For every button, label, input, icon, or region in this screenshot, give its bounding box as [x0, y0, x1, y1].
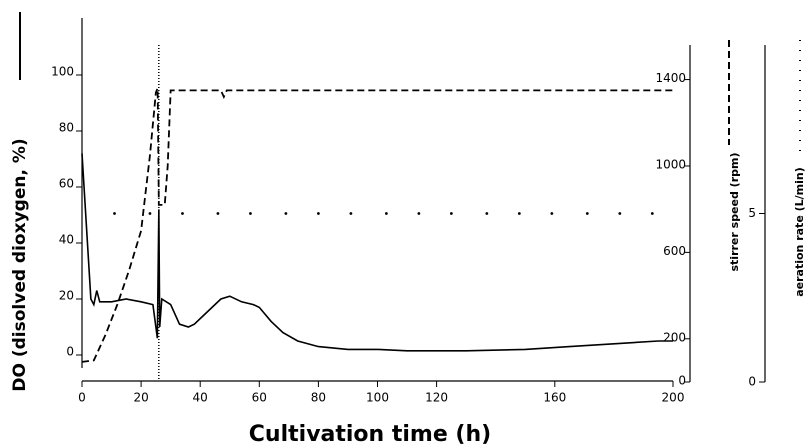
x-tick-label: 20	[133, 391, 148, 405]
x-tick-label: 80	[311, 391, 326, 405]
point	[249, 212, 252, 215]
point	[181, 212, 184, 215]
point	[148, 212, 152, 215]
point	[417, 212, 421, 215]
y-tick-label: 60	[59, 177, 74, 191]
x-tick-label: 100	[366, 391, 389, 405]
y-axis-title: DO (disolved dioxygen, %)	[10, 138, 30, 391]
y-tick-label: 40	[59, 233, 74, 247]
point	[517, 212, 521, 215]
point	[618, 212, 622, 215]
x-tick-label: 0	[78, 391, 86, 405]
y2-tick-label: 0	[678, 374, 686, 388]
y2-tick-label: 1000	[655, 157, 686, 171]
point	[317, 212, 320, 215]
y2-tick-label: 200	[663, 330, 686, 344]
y-tick-label: 20	[59, 289, 74, 303]
point	[449, 212, 453, 215]
point	[585, 212, 589, 215]
y3-axis-title: aeration rate (L/min)	[793, 167, 806, 297]
point	[349, 212, 353, 215]
y-tick-label: 0	[66, 345, 74, 359]
y3-tick-label: 0	[748, 375, 756, 389]
x-tick-label: 200	[662, 391, 685, 405]
y2-axis-title: stirrer speed (rpm)	[728, 152, 741, 271]
y3-tick-label: 5	[748, 206, 756, 220]
x-tick-label: 160	[543, 391, 566, 405]
point	[384, 212, 388, 215]
series-line	[81, 153, 673, 352]
point	[216, 212, 220, 215]
x-tick-label: 40	[193, 391, 208, 405]
y-tick-label: 80	[59, 121, 74, 135]
point	[284, 212, 288, 215]
x-tick-label: 60	[252, 391, 267, 405]
point	[550, 212, 554, 215]
x-tick-label: 120	[425, 391, 448, 405]
point	[650, 212, 654, 215]
series-line	[81, 87, 673, 363]
y2-tick-label: 600	[663, 244, 686, 258]
point	[113, 212, 116, 215]
x-axis-title: Cultivation time (h)	[249, 422, 491, 447]
y2-tick-label: 1400	[655, 71, 686, 85]
y-tick-label: 100	[51, 65, 74, 79]
point	[485, 212, 489, 215]
